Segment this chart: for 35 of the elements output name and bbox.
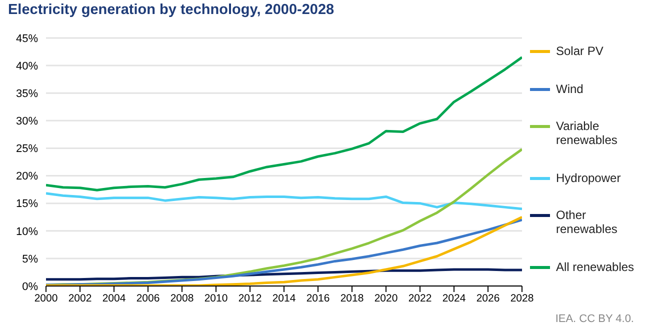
line-series	[46, 192, 522, 210]
text: IEA. CC BY 4.0.	[555, 313, 634, 325]
y-tick-label: 0%	[22, 280, 38, 293]
x-tick-label: 2020	[374, 292, 398, 304]
chart-title: Electricity generation by technology, 2000-2028	[8, 2, 334, 18]
line-series	[46, 56, 522, 192]
y-tick-label: 5%	[22, 253, 38, 266]
y-tick-label: 35%	[16, 88, 38, 100]
legend-label: All renewables	[556, 260, 634, 274]
x-tick-label: 2004	[102, 292, 126, 304]
x-tick-label: 2014	[272, 292, 296, 304]
x-tick-label: 2010	[204, 292, 228, 304]
x-tick-label: 2022	[408, 292, 432, 304]
y-tick-label: 25%	[16, 143, 38, 156]
y-tick-label: 15%	[16, 198, 38, 210]
legend-label: Wind	[556, 82, 584, 96]
x-tick-label: 2008	[170, 292, 194, 304]
y-tick-label: 45%	[16, 32, 38, 45]
x-tick-label: 2026	[476, 292, 500, 304]
y-tick-label: 20%	[16, 170, 38, 183]
y-tick-label: 40%	[16, 60, 38, 72]
legend-label: Variable renewables	[556, 119, 618, 148]
x-tick-label: 2000	[34, 292, 58, 304]
legend-label: Other renewables	[556, 208, 618, 236]
x-tick-label: 2024	[442, 292, 466, 304]
x-tick-label: 2012	[238, 292, 262, 304]
x-tick-label: 2002	[68, 292, 92, 304]
x-tick-label: 2016	[306, 292, 330, 304]
legend-label: Solar PV	[556, 44, 604, 58]
legend-label: Hydropower	[556, 170, 621, 185]
x-tick-label: 2006	[136, 292, 160, 304]
y-tick-label: 10%	[16, 226, 38, 238]
x-tick-label: 2018	[340, 292, 364, 304]
y-tick-label: 30%	[16, 116, 38, 128]
x-tick-label: 2028	[510, 292, 534, 304]
